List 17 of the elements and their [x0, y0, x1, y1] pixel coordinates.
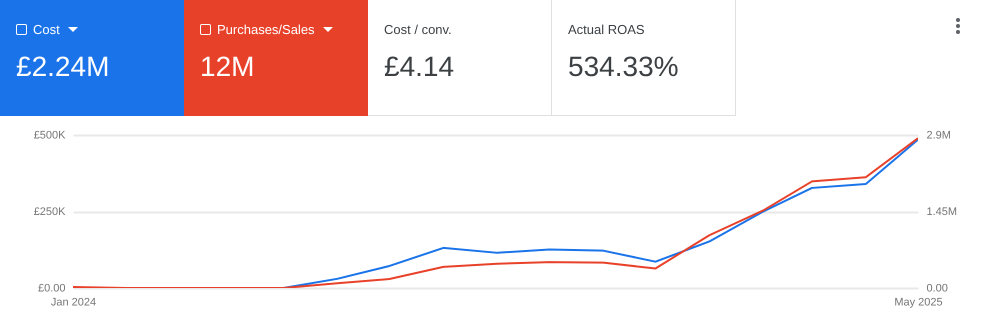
y2-tick-label: 0.00: [926, 282, 948, 294]
text: 12M: [200, 51, 256, 83]
text: £4.14: [384, 51, 456, 83]
text: 534.33%: [568, 51, 680, 83]
y-tick-label: £250K: [34, 206, 66, 218]
y2-tick-label: 2.9M: [926, 130, 951, 142]
y2-tick-label: 1.45M: [926, 206, 958, 218]
legend-label: Purchases/Sales: [217, 22, 315, 37]
y-tick-label: £500K: [34, 130, 66, 142]
x-tick-label: May 2025: [894, 296, 943, 308]
y-tick-label: £0.00: [38, 282, 66, 294]
x-tick-label: Jan 2024: [50, 296, 96, 308]
text: Actual ROAS: [568, 22, 646, 37]
text: £2.24M: [16, 51, 110, 83]
text: Cost / conv.: [384, 22, 453, 37]
line-series: [73, 137, 918, 288]
legend-label: Cost: [33, 22, 60, 37]
